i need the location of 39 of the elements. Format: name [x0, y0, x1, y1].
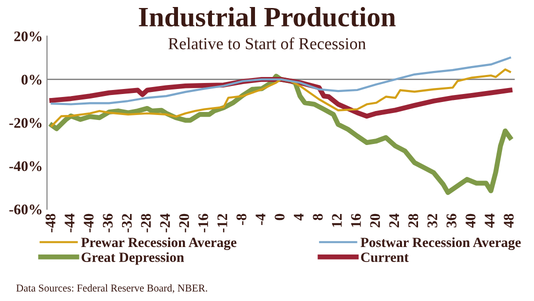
x-tick-label: -44 [64, 214, 74, 232]
x-tick-label: 20 [370, 214, 380, 228]
x-tick-label: -12 [217, 214, 228, 232]
y-tick-label: 20% [14, 31, 42, 42]
x-tick-label: 48 [504, 214, 514, 228]
x-tick-label: 8 [312, 214, 323, 220]
x-tick-label: -20 [179, 214, 190, 232]
legend-label: Postwar Recession Average [360, 237, 521, 250]
chart-title: Industrial Production [138, 6, 396, 27]
x-tick-label: -4 [256, 214, 266, 225]
x-tick-label: -40 [84, 214, 94, 232]
x-tick-label: 12 [332, 214, 342, 227]
x-tick-label: 0 [274, 214, 285, 220]
x-tick-label: -36 [102, 214, 113, 232]
legend-label: Prewar Recession Average [81, 237, 236, 250]
y-tick-label: 0% [22, 74, 42, 85]
x-tick-label: -48 [46, 214, 56, 232]
y-tick-label: -20% [9, 118, 42, 128]
x-tick-label: 4 [294, 214, 304, 220]
x-tick-label: 32 [427, 214, 438, 228]
x-tick-label: -8 [236, 214, 246, 225]
x-tick-label: 36 [446, 214, 456, 228]
x-tick-label: -28 [141, 214, 151, 232]
legend-label: Great Depression [82, 252, 184, 265]
y-tick-label: -40% [9, 161, 42, 172]
line-series [50, 68, 512, 127]
text: Data Sources: Federal Reserve Board, NBER. [16, 284, 208, 294]
x-tick-label: 16 [351, 214, 361, 227]
legend-label: Current [361, 252, 409, 262]
x-tick-label: 28 [408, 214, 418, 228]
x-tick-label: 24 [389, 214, 399, 228]
line-series [50, 56, 512, 106]
x-tick-label: -32 [122, 214, 132, 232]
x-tick-label: -16 [198, 214, 208, 232]
chart-subtitle: Relative to Start of Recession [168, 37, 366, 50]
x-tick-label: 40 [466, 214, 476, 228]
x-tick-label: -24 [160, 214, 170, 232]
y-tick-label: -60% [9, 204, 42, 214]
x-tick-label: 44 [484, 214, 494, 228]
